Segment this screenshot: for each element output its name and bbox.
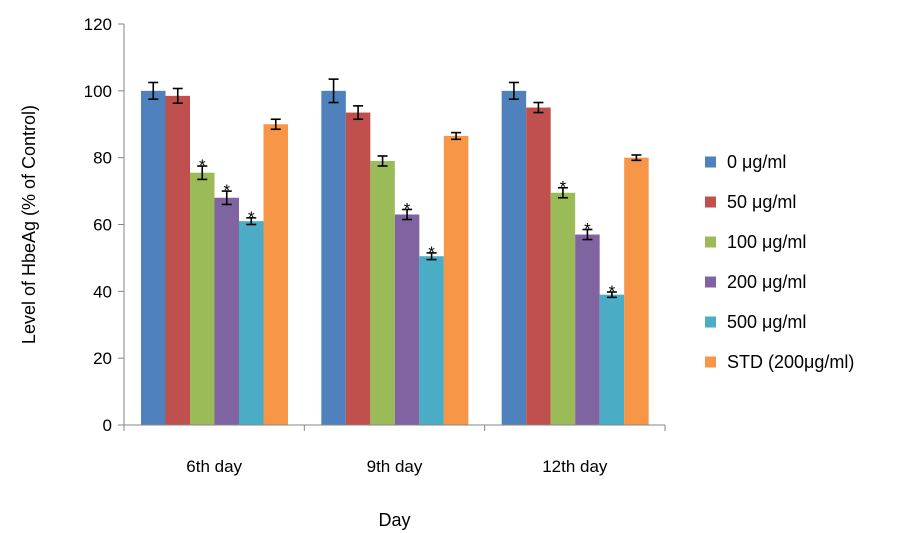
significance-marker: * — [223, 181, 230, 200]
x-tick-label: 6th day — [186, 457, 242, 476]
x-axis-tick-labels: 6th day 9th day 12th day — [186, 457, 608, 476]
significance-markers: * * * * * * * * — [199, 156, 616, 301]
error-bar — [426, 252, 437, 261]
bar — [214, 197, 239, 425]
legend-label: 0 μg/ml — [727, 152, 786, 172]
legend-item: 0 μg/ml — [705, 152, 786, 172]
error-bar — [533, 101, 544, 114]
bar — [575, 234, 600, 425]
error-bar — [148, 81, 159, 100]
bar — [345, 112, 371, 425]
y-tick-label: 20 — [93, 349, 112, 368]
y-tick-label: 100 — [84, 82, 112, 101]
bars — [141, 90, 649, 426]
bar — [443, 135, 469, 425]
x-axis-label: Day — [378, 510, 410, 530]
legend-label: 100 μg/ml — [727, 232, 806, 252]
legend-label: 50 μg/ml — [727, 192, 796, 212]
bar — [599, 294, 625, 425]
error-bar — [246, 217, 257, 226]
legend-swatch — [705, 276, 716, 288]
legend-item: 50 μg/ml — [705, 192, 796, 212]
bar — [263, 124, 288, 425]
bar — [526, 107, 551, 426]
y-axis-ticks: 0 20 40 60 80 100 120 — [84, 15, 124, 435]
significance-marker: * — [428, 243, 435, 262]
legend-swatch — [705, 156, 716, 168]
legend-swatch — [705, 316, 716, 328]
error-bar — [197, 165, 208, 181]
error-bar — [631, 154, 642, 162]
bar — [321, 90, 346, 425]
legend-item: 200 μg/ml — [705, 272, 806, 292]
legend-item: 500 μg/ml — [705, 312, 806, 332]
error-bar — [377, 155, 388, 167]
legend-label: 500 μg/ml — [727, 312, 806, 332]
significance-marker: * — [609, 282, 616, 301]
error-bar — [582, 228, 593, 241]
bar — [190, 172, 215, 425]
error-bar — [221, 190, 232, 206]
y-tick-label: 60 — [93, 216, 112, 235]
error-bars — [148, 78, 642, 299]
error-bar — [270, 118, 281, 131]
bar — [165, 95, 190, 426]
legend-label: 200 μg/ml — [727, 272, 806, 292]
significance-marker: * — [404, 199, 411, 218]
error-bar — [353, 105, 364, 121]
significance-marker: * — [248, 208, 255, 227]
error-bar — [451, 131, 462, 141]
bar — [394, 214, 420, 425]
bar — [624, 157, 649, 425]
error-bar — [328, 78, 339, 104]
error-bar — [606, 291, 617, 299]
legend-swatch — [705, 236, 716, 248]
bar — [141, 90, 166, 425]
y-tick-label: 80 — [93, 149, 112, 168]
y-tick-label: 40 — [93, 282, 112, 301]
legend-label: STD (200μg/ml) — [727, 352, 854, 372]
bar — [550, 192, 576, 425]
bar — [370, 161, 395, 425]
legend-item: 100 μg/ml — [705, 232, 806, 252]
legend: 0 μg/ml 50 μg/ml 100 μg/ml 200 μg/ml 500 μg/… — [705, 152, 854, 372]
x-tick-label: 12th day — [542, 457, 608, 476]
significance-marker: * — [560, 178, 567, 197]
y-tick-label: 120 — [84, 15, 112, 34]
x-axis-ticks — [123, 425, 666, 431]
legend-item: STD (200μg/ml) — [705, 352, 854, 372]
error-bar — [508, 81, 519, 100]
y-tick-label: 0 — [103, 416, 112, 435]
error-bar — [172, 87, 183, 104]
error-bar — [402, 208, 413, 221]
y-axis-label: Level of HbeAg (% of Control) — [19, 105, 39, 344]
legend-swatch — [705, 196, 716, 208]
error-bar — [557, 186, 568, 199]
significance-marker: * — [584, 220, 591, 239]
bar — [419, 256, 444, 425]
significance-marker: * — [199, 156, 206, 175]
legend-swatch — [705, 356, 716, 368]
bar — [501, 90, 527, 425]
x-tick-label: 9th day — [367, 457, 423, 476]
bar — [239, 221, 264, 425]
